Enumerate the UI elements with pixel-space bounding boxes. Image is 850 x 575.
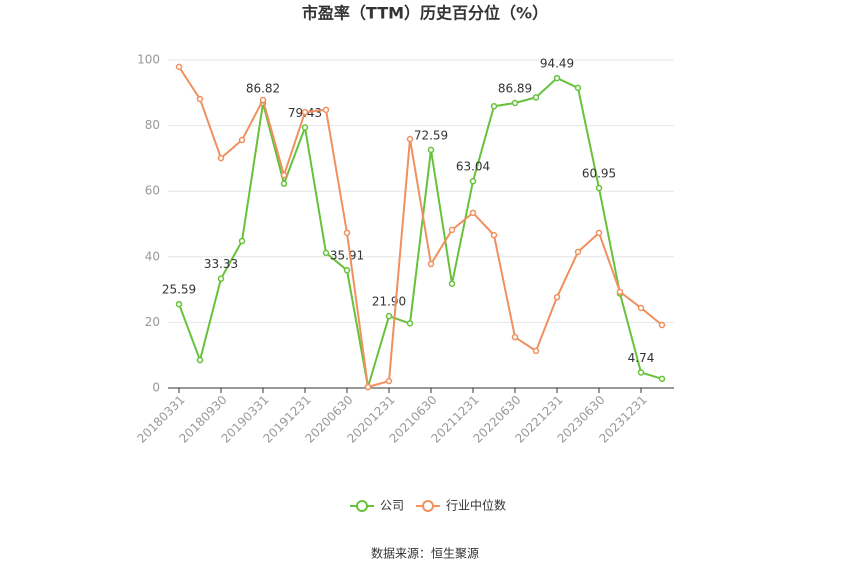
point — [637, 304, 645, 312]
y-tick-label: 40 — [145, 249, 160, 263]
point — [322, 106, 330, 114]
point — [490, 102, 498, 110]
y-tick-label: 20 — [145, 315, 160, 329]
data-label: 60.95 — [582, 167, 616, 181]
data-label: 25.59 — [162, 283, 196, 297]
series-line — [178, 66, 663, 389]
point — [175, 300, 183, 308]
point — [343, 266, 351, 274]
point — [469, 209, 477, 217]
y-tick-label: 80 — [145, 118, 160, 132]
point — [196, 356, 204, 364]
point — [280, 180, 288, 187]
point — [259, 96, 267, 104]
data-label: 94.49 — [540, 57, 574, 71]
legend-swatch — [422, 500, 434, 512]
point — [490, 231, 498, 239]
point — [511, 99, 519, 107]
point — [427, 260, 435, 268]
point — [595, 184, 603, 192]
legend-label: 公司 — [380, 499, 404, 513]
chart-title: 市盈率（TTM）历史百分位（%） — [302, 4, 548, 23]
point — [364, 383, 372, 391]
point — [217, 275, 225, 282]
point — [658, 321, 666, 329]
point — [406, 135, 414, 143]
point — [532, 347, 540, 355]
data-label: 63.04 — [456, 160, 490, 174]
legend-swatch — [356, 500, 368, 512]
data-label: 33.33 — [204, 257, 238, 271]
y-tick-label: 60 — [145, 184, 160, 198]
point — [553, 293, 561, 301]
data-label: 86.82 — [246, 82, 280, 96]
point — [280, 171, 288, 179]
y-tick-label: 0 — [152, 381, 160, 395]
source: 数据来源：恒生聚源 — [371, 546, 479, 561]
series-line — [178, 76, 663, 388]
point — [196, 95, 204, 103]
point — [637, 369, 645, 376]
point — [322, 249, 330, 257]
point — [385, 377, 393, 385]
point — [175, 63, 183, 71]
point — [238, 136, 246, 144]
point — [616, 288, 624, 296]
point — [385, 312, 393, 320]
point — [427, 146, 435, 154]
point — [238, 237, 246, 245]
point — [469, 177, 477, 185]
point — [553, 74, 561, 82]
data-label: 86.89 — [498, 82, 532, 96]
point — [301, 124, 309, 131]
point — [448, 280, 456, 287]
data-label: 35.91 — [330, 249, 364, 263]
data-label: 21.90 — [372, 295, 406, 309]
point — [301, 108, 309, 116]
point — [343, 229, 351, 237]
point — [574, 84, 582, 92]
point — [532, 94, 540, 101]
legend-label: 行业中位数 — [446, 498, 506, 513]
point — [217, 154, 225, 162]
point — [595, 229, 603, 237]
point — [658, 375, 666, 383]
point — [448, 226, 456, 234]
point — [574, 248, 582, 256]
point — [511, 333, 519, 341]
point — [406, 320, 414, 327]
y-tick-label: 100 — [137, 53, 160, 67]
data-label: 4.74 — [628, 351, 655, 365]
data-label: 72.59 — [414, 128, 448, 142]
